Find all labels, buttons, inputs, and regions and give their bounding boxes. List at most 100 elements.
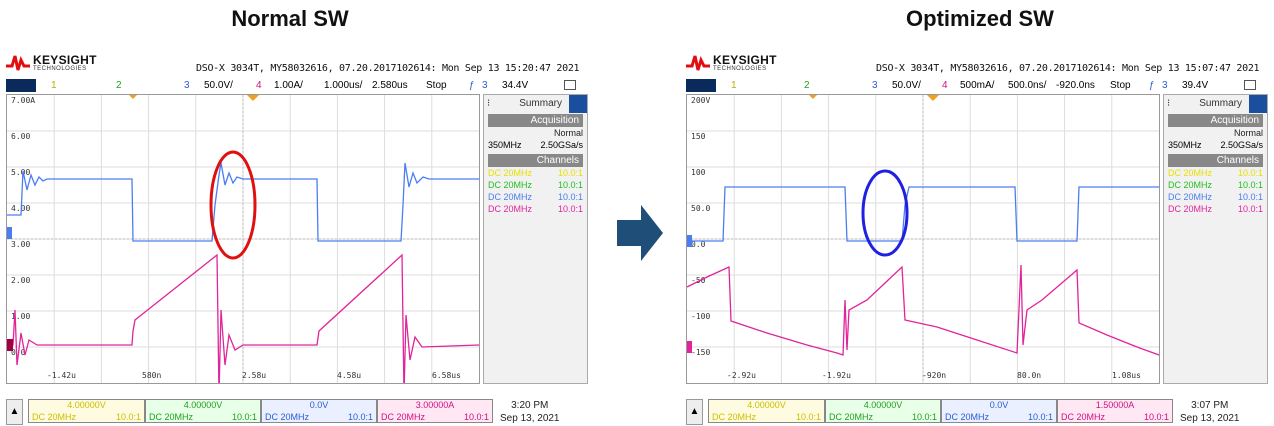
brand-sub: TECHNOLOGIES (33, 66, 87, 72)
y-tick-label: 100 (691, 168, 706, 177)
trigger-marker (927, 95, 939, 101)
x-tick-label: -1.92u (822, 371, 851, 380)
waveform-grid: 200V 150 100 50.0 0.0 -50 -100 -150 -2.92u -1.92u… (686, 94, 1160, 384)
x-tick-label: 1.08us (1112, 371, 1141, 380)
keysight-logo-icon (686, 55, 710, 71)
ch4-scale[interactable]: 1.00A/ (274, 80, 303, 91)
menu-box[interactable] (6, 79, 36, 92)
y-tick-label: 3.00 (11, 240, 30, 249)
x-tick-label: -920n (922, 371, 946, 380)
window-icon[interactable] (1244, 80, 1256, 90)
footer-ch4-coupling: DC 20MHz (1061, 412, 1106, 422)
summary-title: Summary (1199, 97, 1242, 109)
footer-ch1-probe: 10.0:1 (795, 412, 821, 422)
footer-ch1-coupling: DC 20MHz (32, 412, 77, 422)
clock-time: 3:07 PM (1191, 400, 1229, 411)
up-arrow-icon[interactable]: ▲ (6, 399, 23, 425)
ch3-num[interactable]: 3 (872, 80, 878, 91)
ch3-ground-marker (687, 235, 692, 247)
ch4-num[interactable]: 4 (256, 80, 262, 91)
x-tick-label: 580n (142, 371, 161, 380)
side-ch4-probe: 10.0:1 (1237, 204, 1263, 214)
window-icon[interactable] (564, 80, 576, 90)
footer-ch4-value: 1.50000A (1095, 400, 1135, 410)
y-tick-label: 200V (691, 96, 710, 105)
acq-rate: 2.50GSa/s (1220, 140, 1263, 150)
ch3-scale[interactable]: 50.0V/ (892, 80, 921, 91)
brand-name: KEYSIGHT (713, 53, 777, 67)
footer-ch3-probe: 10.0:1 (1027, 412, 1053, 422)
y-tick-label: 0.0 (691, 240, 706, 249)
ch4-num[interactable]: 4 (942, 80, 948, 91)
up-arrow-icon[interactable]: ▲ (686, 399, 703, 425)
clock-time: 3:20 PM (511, 400, 549, 411)
acq-bw: 350MHz (1168, 140, 1202, 150)
footer-ch3[interactable]: 0.0V DC 20MHz 10.0:1 (261, 399, 377, 423)
side-ch1-coupling: DC 20MHz (488, 168, 533, 178)
footer-ch4-value: 3.00000A (415, 400, 455, 410)
delay[interactable]: -920.0ns (1056, 80, 1095, 91)
footer-ch4[interactable]: 1.50000A DC 20MHz 10.0:1 (1057, 399, 1173, 423)
x-tick-label: -1.42u (47, 371, 76, 380)
ch3-waveform (7, 162, 479, 242)
side-ch2-probe: 10.0:1 (1237, 180, 1263, 190)
channel-bar: 1 2 3 50.0V/ 4 1.00A/ 1.000us/ 2.580us S… (6, 79, 588, 92)
footer-ch2-value: 4.00000V (183, 400, 223, 410)
side-ch3-coupling: DC 20MHz (488, 192, 533, 202)
delay-marker (809, 95, 817, 99)
ch4-scale[interactable]: 500mA/ (960, 80, 995, 91)
footer-ch4[interactable]: 3.00000A DC 20MHz 10.0:1 (377, 399, 493, 423)
trigger-ch[interactable]: 3 (482, 80, 488, 91)
y-tick-label: 6.00 (11, 132, 30, 141)
side-ch1-probe: 10.0:1 (557, 168, 583, 178)
summary-panel: ⁝ Summary Acquisition Normal 350MHz 2.50GS… (483, 94, 588, 384)
run-state[interactable]: Stop (1110, 80, 1131, 91)
footer-ch1[interactable]: 4.00000V DC 20MHz 10.0:1 (28, 399, 145, 423)
menu-box[interactable] (686, 79, 716, 92)
side-ch3-probe: 10.0:1 (557, 192, 583, 202)
brand-sub: TECHNOLOGIES (713, 66, 767, 72)
brand: KEYSIGHT TECHNOLOGIES (686, 54, 777, 72)
clock-date: Sep 13, 2021 (1180, 413, 1240, 424)
ellipse-highlight-icon (861, 169, 909, 257)
ch3-scale[interactable]: 50.0V/ (204, 80, 233, 91)
clock-date: Sep 13, 2021 (500, 413, 560, 424)
channel-footer: ▲ 4.00000V DC 20MHz 10.0:1 4.00000V DC 20MH… (6, 396, 588, 426)
footer-ch2[interactable]: 4.00000V DC 20MHz 10.0:1 (825, 399, 941, 423)
x-tick-label: 80.0n (1017, 371, 1041, 380)
summary-panel: ⁝ Summary Acquisition Normal 350MHz 2.50GS… (1163, 94, 1268, 384)
side-ch2-coupling: DC 20MHz (1168, 180, 1213, 190)
acq-title: Acquisition (488, 114, 583, 127)
ch2-num[interactable]: 2 (804, 80, 810, 91)
ch3-ground-marker (7, 227, 12, 239)
ch1-num[interactable]: 1 (731, 80, 737, 91)
footer-ch1[interactable]: 4.00000V DC 20MHz 10.0:1 (708, 399, 825, 423)
trigger-ch[interactable]: 3 (1162, 80, 1168, 91)
summary-button[interactable] (1249, 95, 1267, 113)
acq-mode: Normal (1233, 128, 1263, 138)
timebase[interactable]: 500.0ns/ (1008, 80, 1047, 91)
footer-ch1-coupling: DC 20MHz (712, 412, 757, 422)
trigger-level[interactable]: 39.4V (1182, 80, 1209, 91)
summary-button[interactable] (569, 95, 587, 113)
chan-title: Channels (1168, 154, 1263, 167)
ellipse-highlight-icon (209, 150, 257, 260)
footer-ch2[interactable]: 4.00000V DC 20MHz 10.0:1 (145, 399, 261, 423)
channel-footer: ▲ 4.00000V DC 20MHz 10.0:1 4.00000V DC 20MH… (686, 396, 1268, 426)
trigger-level[interactable]: 34.4V (502, 80, 529, 91)
y-tick-label: 150 (691, 132, 706, 141)
left-heading: Normal SW (231, 6, 349, 31)
side-ch1-probe: 10.0:1 (1237, 168, 1263, 178)
side-ch1-coupling: DC 20MHz (1168, 168, 1213, 178)
footer-ch2-coupling: DC 20MHz (829, 412, 874, 422)
x-tick-label: 2.58u (242, 371, 266, 380)
timebase[interactable]: 1.000us/ (324, 80, 363, 91)
y-tick-label: -150 (691, 348, 710, 357)
footer-ch4-probe: 10.0:1 (463, 412, 489, 422)
ch2-num[interactable]: 2 (116, 80, 122, 91)
ch3-num[interactable]: 3 (184, 80, 190, 91)
run-state[interactable]: Stop (426, 80, 447, 91)
footer-ch3[interactable]: 0.0V DC 20MHz 10.0:1 (941, 399, 1057, 423)
delay[interactable]: 2.580us (372, 80, 408, 91)
ch1-num[interactable]: 1 (51, 80, 57, 91)
